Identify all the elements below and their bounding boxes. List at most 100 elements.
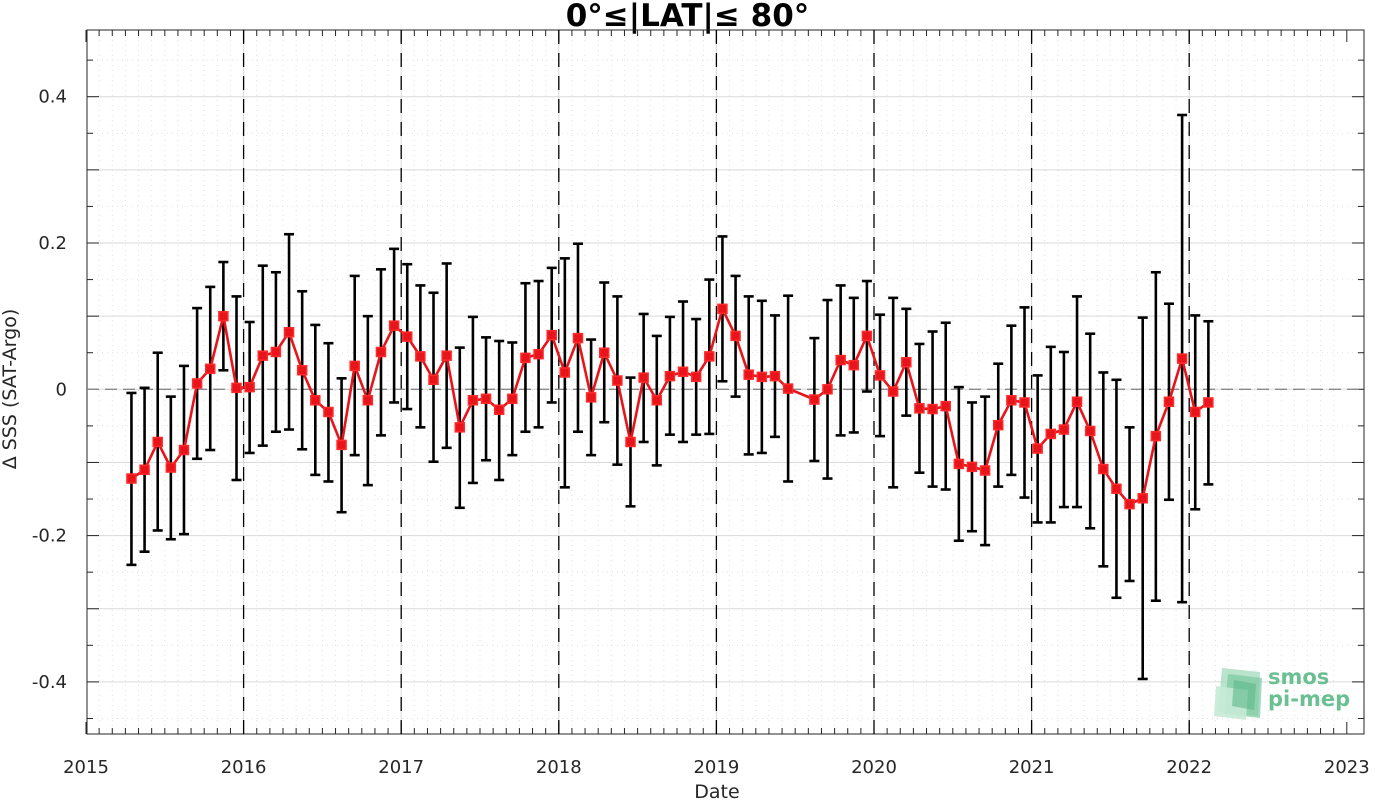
y-axis-label: Δ SSS (SAT-Argo) (0, 309, 21, 469)
x-tick-label: 2021 (1009, 757, 1055, 778)
error-bars (126, 113, 1214, 681)
data-point (782, 383, 794, 394)
data-point (533, 348, 544, 360)
data-point (743, 369, 754, 380)
data-point (861, 330, 873, 342)
data-point (375, 346, 387, 358)
data-point (244, 381, 255, 393)
data-point (756, 371, 768, 383)
data-point (1045, 428, 1057, 440)
data-point (992, 419, 1004, 431)
data-point (651, 395, 663, 406)
y-tick-label: -0.4 (32, 672, 67, 693)
data-point (585, 392, 597, 403)
data-point (953, 458, 965, 470)
x-tick-label: 2022 (1166, 757, 1212, 778)
data-point (1137, 493, 1148, 504)
data-point (388, 320, 400, 331)
data-point (257, 350, 269, 361)
data-point (690, 371, 702, 383)
data-point (270, 346, 282, 358)
data-point (191, 378, 203, 389)
year-markers (242, 30, 1190, 734)
data-point (349, 360, 360, 372)
data-point (1006, 395, 1017, 406)
x-axis-label: Date (694, 781, 739, 801)
y-tick-label: -0.2 (32, 526, 67, 547)
data-point (441, 350, 452, 361)
data-point (809, 394, 820, 405)
data-point (1111, 483, 1122, 495)
data-point (677, 366, 689, 377)
data-point (598, 347, 610, 358)
data-point (1150, 430, 1162, 442)
data-point (612, 375, 623, 386)
data-point (927, 403, 938, 415)
data-points (126, 303, 1214, 510)
data-point (152, 436, 163, 448)
smos-pi-mep-logo (1214, 668, 1262, 720)
data-point (126, 473, 137, 484)
tick-labels: 2015 2016 2017 2018 2019 2020 2021 2022 2023 0.4 0… (32, 87, 1370, 778)
x-tick-label: 2015 (63, 757, 109, 778)
data-point (914, 403, 925, 414)
x-tick-label: 2023 (1324, 757, 1370, 778)
data-point (1163, 396, 1175, 407)
data-point (310, 395, 321, 406)
logo-line-2: pi-mep (1268, 687, 1351, 711)
data-point (231, 382, 242, 394)
data-point (467, 395, 479, 406)
data-point (362, 395, 374, 406)
data-point (1189, 406, 1201, 418)
data-point (1019, 397, 1030, 408)
data-point (638, 372, 649, 383)
series-line (130, 307, 1210, 506)
data-point (454, 422, 466, 433)
data-point (178, 444, 190, 456)
data-point (769, 370, 781, 382)
data-point (139, 464, 150, 476)
data-point (1058, 424, 1070, 435)
data-point (428, 374, 439, 386)
data-point (717, 303, 728, 315)
data-point (966, 461, 978, 473)
data-point (1203, 397, 1214, 408)
data-point (835, 354, 846, 366)
x-tick-label: 2016 (221, 757, 267, 778)
x-tick-label: 2019 (693, 757, 739, 778)
data-point (1124, 498, 1135, 510)
data-point (546, 329, 557, 341)
data-point (296, 365, 308, 376)
data-point (559, 367, 571, 378)
x-tick-label: 2020 (851, 757, 897, 778)
data-point (901, 356, 912, 368)
logo-line-1: smos (1268, 665, 1330, 689)
axes-frame (85, 29, 1365, 735)
data-point (822, 384, 833, 395)
data-point (165, 462, 177, 473)
data-point (874, 370, 886, 381)
data-point (401, 331, 413, 342)
data-point (1084, 425, 1096, 437)
y-tick-label: 0.4 (38, 87, 67, 108)
data-point (480, 393, 492, 405)
data-point (730, 330, 741, 342)
logo-text: smos pi-mep (1268, 666, 1350, 710)
chart-title: 0°≤|LAT|≤ 80° (565, 0, 810, 34)
data-point (415, 351, 426, 362)
data-point (887, 386, 899, 397)
data-point (336, 439, 347, 451)
data-point (1032, 443, 1043, 454)
data-point (218, 310, 229, 322)
data-point (704, 351, 715, 362)
data-point (940, 400, 951, 412)
x-tick-label: 2017 (378, 757, 424, 778)
data-point (493, 404, 505, 416)
data-point (1098, 463, 1109, 475)
y-tick-label: 0 (56, 379, 67, 400)
data-point (520, 352, 531, 364)
data-point (625, 436, 636, 448)
data-point (204, 363, 216, 375)
data-point (323, 406, 334, 418)
